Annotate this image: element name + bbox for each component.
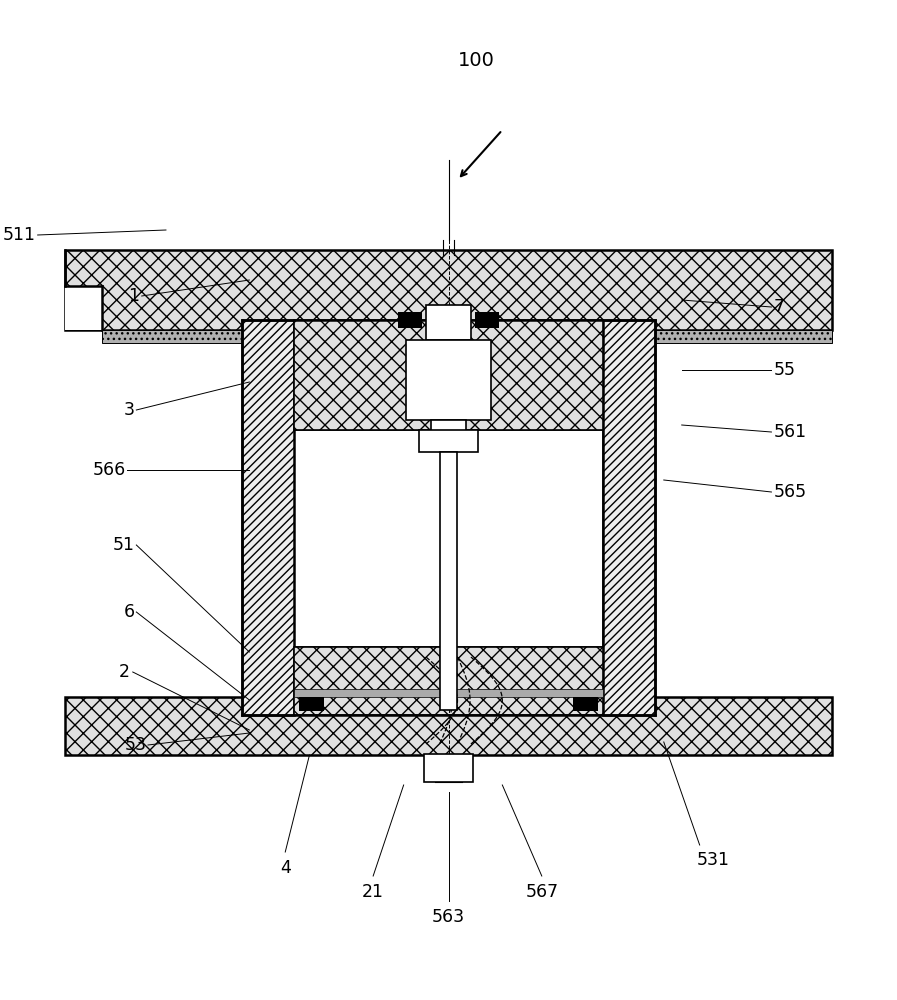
Bar [426, 305, 471, 340]
Text: 21: 21 [362, 883, 384, 901]
Text: 7: 7 [774, 298, 785, 316]
Text: 531: 531 [697, 851, 729, 869]
Bar [475, 312, 499, 328]
Bar [431, 420, 466, 450]
Bar [398, 312, 422, 328]
Bar [242, 320, 294, 715]
Text: 4: 4 [280, 859, 291, 877]
Text: 511: 511 [3, 226, 36, 244]
Bar [65, 697, 832, 755]
Bar [419, 430, 477, 452]
Text: 100: 100 [457, 50, 494, 70]
Bar [440, 452, 457, 710]
Text: 1: 1 [128, 287, 139, 305]
Bar [603, 320, 655, 715]
Bar [299, 697, 324, 711]
Bar [294, 430, 603, 647]
Text: 567: 567 [526, 883, 558, 901]
Bar [65, 250, 832, 330]
Text: 561: 561 [774, 423, 807, 441]
Text: 563: 563 [432, 908, 465, 926]
Text: 3: 3 [124, 401, 135, 419]
Bar [102, 330, 832, 343]
Bar [294, 689, 603, 697]
Bar [405, 340, 491, 420]
Text: 51: 51 [112, 536, 135, 554]
Text: 2: 2 [119, 663, 130, 681]
Bar [294, 647, 603, 715]
Bar [423, 754, 473, 782]
Text: 6: 6 [124, 603, 135, 621]
Text: 53: 53 [124, 736, 146, 754]
Text: 566: 566 [92, 461, 126, 479]
Text: 565: 565 [774, 483, 807, 501]
Text: 55: 55 [774, 361, 797, 379]
Bar [65, 286, 102, 330]
Bar [573, 697, 598, 711]
Bar [294, 320, 603, 430]
